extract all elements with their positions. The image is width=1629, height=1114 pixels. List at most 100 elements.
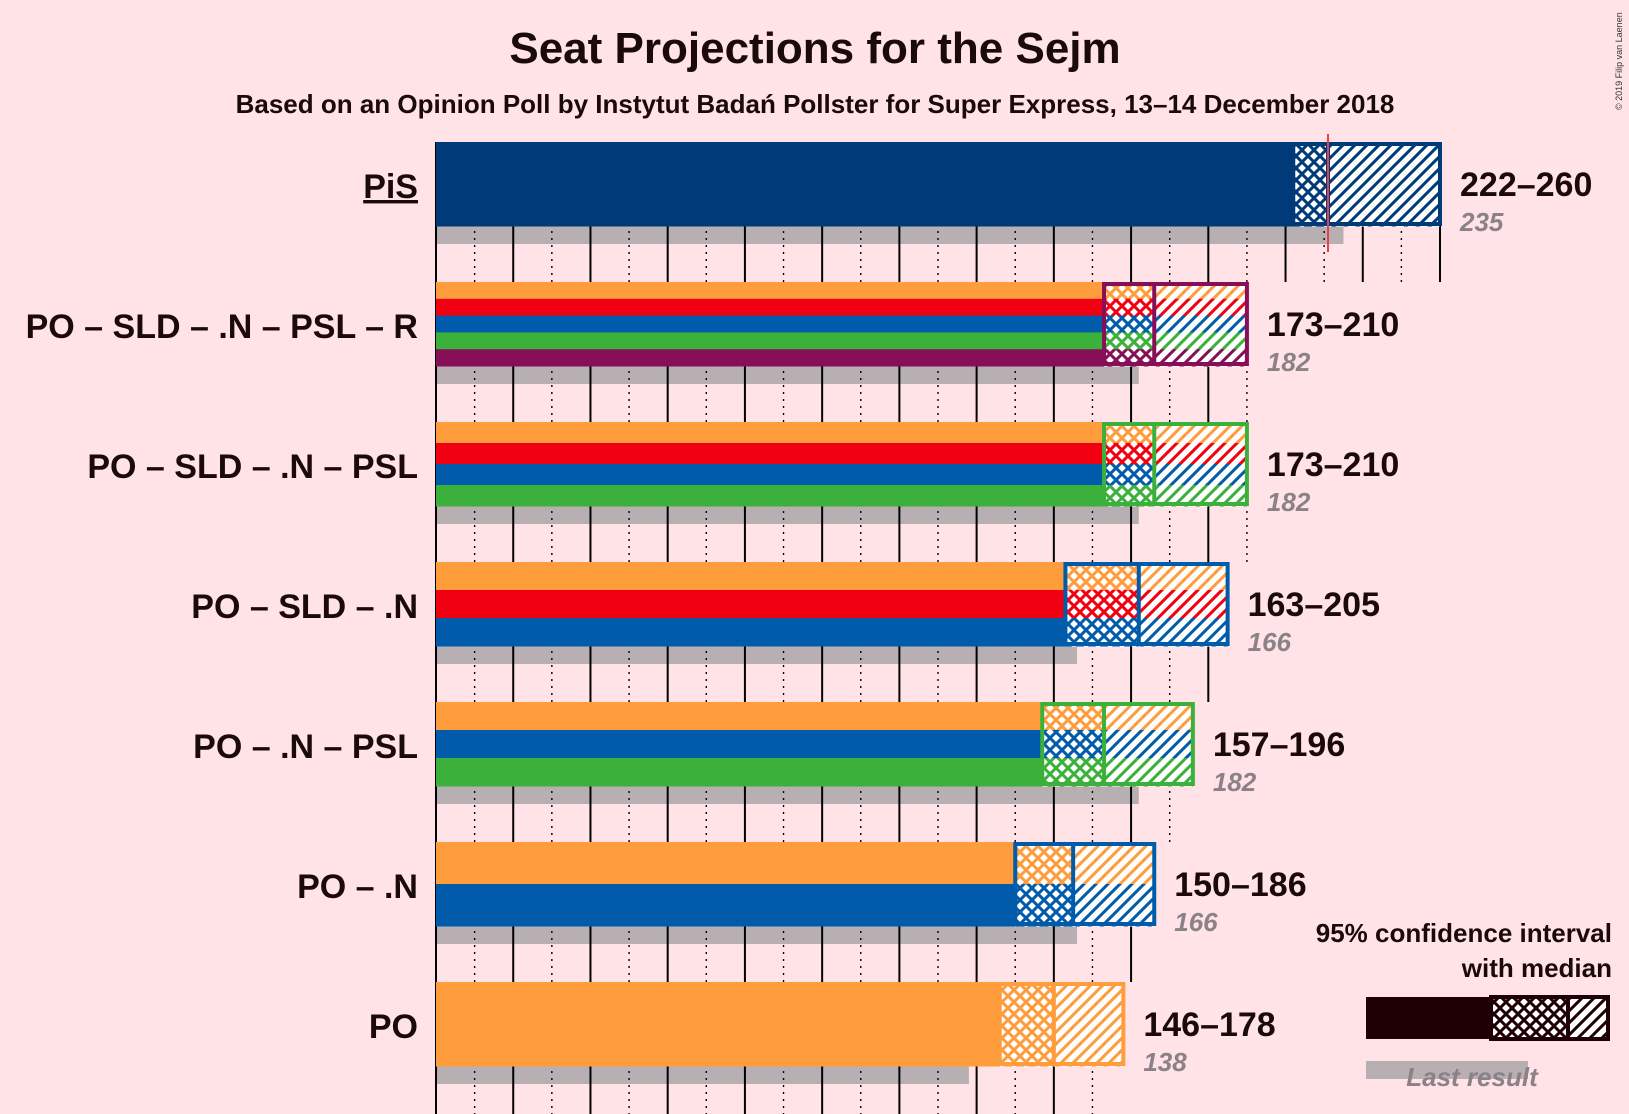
ci-lower-hatch-po	[1015, 842, 1074, 885]
copyright-note: © 2019 Filip van Laenen	[1614, 12, 1624, 110]
legend-solid-bar	[1366, 997, 1491, 1039]
ci-outline	[1102, 422, 1249, 506]
ci-lower-hatch-sld	[1104, 443, 1155, 465]
bar-segment-po	[436, 562, 1066, 591]
bar-segment-n	[436, 730, 1043, 759]
ci-lower-hatch-n	[1042, 730, 1105, 759]
ci-upper-hatch-sld	[1138, 590, 1228, 619]
range-label: 146–178	[1143, 1006, 1275, 1044]
bar-segment-po	[436, 422, 1105, 444]
row-label: PO – SLD – .N	[191, 588, 418, 626]
legend-ci-outline	[1489, 995, 1610, 1041]
ci-upper-hatch-po	[1053, 982, 1124, 1067]
last-result-bar	[436, 786, 1139, 804]
bar-segment-n	[436, 315, 1105, 333]
legend-line-2: with median	[1461, 953, 1612, 983]
ci-lower-hatch-psl	[1104, 332, 1155, 350]
ci-lower-hatch-n	[1015, 884, 1074, 927]
chart-subtitle: Based on an Opinion Poll by Instytut Bad…	[236, 89, 1395, 119]
ci-upper-hatch-po	[1073, 842, 1155, 885]
ci-upper-hatch-sld	[1154, 443, 1247, 465]
legend-ci-upper	[1568, 997, 1608, 1039]
ci-lower-hatch-po	[1042, 702, 1105, 731]
last-result-bar	[436, 226, 1344, 244]
ci-lower-hatch-po	[999, 982, 1054, 1067]
chart-title: Seat Projections for the Sejm	[509, 24, 1120, 73]
ci-upper-hatch-po	[1154, 282, 1247, 300]
range-label: 173–210	[1267, 446, 1399, 484]
bar-segment-po	[436, 842, 1016, 885]
ci-upper-hatch-n	[1154, 464, 1247, 486]
ci-upper-hatch-psl	[1154, 485, 1247, 507]
ci-upper-hatch-po	[1104, 702, 1193, 731]
ci-lower-hatch-psl	[1042, 758, 1105, 787]
row-label: PO – SLD – .N – PSL	[87, 448, 418, 486]
bar-segment-po	[436, 282, 1105, 300]
ci-upper-hatch-sld	[1154, 298, 1247, 317]
ci-outline	[997, 982, 1126, 1066]
ci-upper-hatch-psl	[1154, 332, 1247, 350]
legend-ci-lower	[1491, 997, 1568, 1039]
bar-segment-n	[436, 464, 1105, 486]
last-result-value: 166	[1248, 627, 1292, 657]
legend-last-result-label: Last result	[1406, 1062, 1539, 1092]
ci-lower-hatch-n	[1065, 618, 1139, 647]
bar-segment-psl	[436, 758, 1043, 787]
bar-segment-r	[436, 349, 1105, 367]
row-label: PO – .N – PSL	[193, 728, 418, 766]
last-result-bar	[436, 926, 1078, 944]
bar-segment-n	[436, 618, 1066, 647]
last-result-bar	[436, 1066, 969, 1084]
last-result-value: 138	[1143, 1047, 1187, 1077]
ci-outline	[1063, 562, 1230, 646]
bar-segment-po	[436, 982, 1000, 1067]
ci-lower-hatch-po	[1104, 282, 1155, 300]
ci-outline	[1102, 282, 1249, 366]
last-result-value: 235	[1459, 207, 1504, 237]
bar-segment-psl	[436, 332, 1105, 350]
range-label: 157–196	[1213, 726, 1345, 764]
ci-lower-hatch-po	[1065, 562, 1139, 591]
last-result-bar	[436, 506, 1139, 524]
ci-outline	[1291, 142, 1443, 226]
ci-upper-hatch-po	[1138, 562, 1228, 591]
ci-lower-hatch-pis	[1293, 142, 1329, 227]
last-result-value: 182	[1267, 347, 1311, 377]
legend-swatch	[1366, 995, 1610, 1079]
last-result-value: 182	[1213, 767, 1257, 797]
last-result-value: 166	[1174, 907, 1218, 937]
ci-upper-hatch-po	[1154, 422, 1247, 444]
ci-lower-hatch-n	[1104, 315, 1155, 333]
row-label: PiS	[363, 168, 418, 206]
ci-lower-hatch-po	[1104, 422, 1155, 444]
bar-segment-sld	[436, 443, 1105, 465]
bar-segment-pis	[436, 142, 1294, 227]
ci-outline	[1040, 702, 1195, 786]
last-result-bar	[436, 646, 1078, 664]
ci-upper-hatch-n	[1073, 884, 1155, 927]
range-label: 222–260	[1460, 166, 1592, 204]
ci-upper-hatch-psl	[1104, 758, 1193, 787]
range-label: 173–210	[1267, 306, 1399, 344]
row-label: PO – .N	[297, 868, 418, 906]
ci-outline	[1013, 842, 1157, 926]
ci-lower-hatch-n	[1104, 464, 1155, 486]
row-label: PO	[369, 1008, 418, 1046]
legend-last-result-bar	[1366, 1061, 1528, 1079]
ci-upper-hatch-pis	[1328, 142, 1440, 227]
ci-upper-hatch-n	[1154, 315, 1247, 333]
bar-segment-sld	[436, 590, 1066, 619]
ci-lower-hatch-sld	[1065, 590, 1139, 619]
bar-segment-po	[436, 702, 1043, 731]
last-result-bar	[436, 366, 1139, 384]
ci-upper-hatch-n	[1138, 618, 1228, 647]
last-result-value: 182	[1267, 487, 1311, 517]
